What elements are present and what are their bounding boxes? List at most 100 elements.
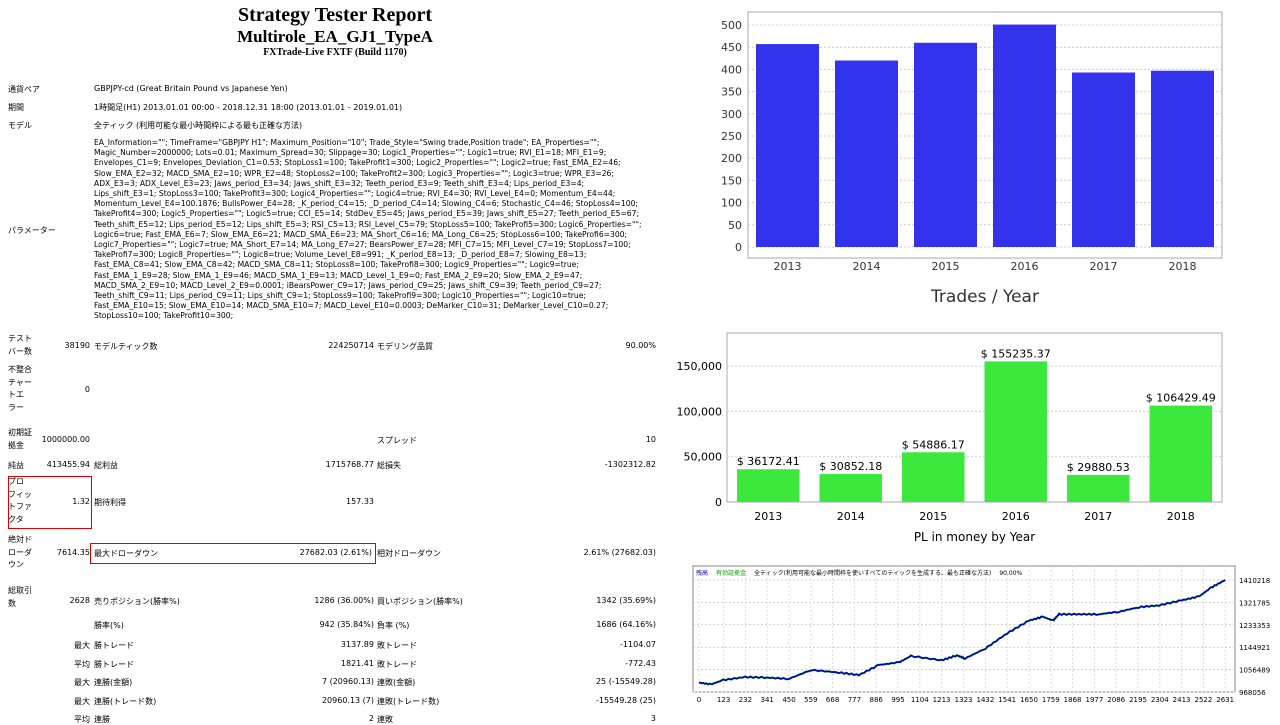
bar bbox=[756, 44, 819, 248]
deposit: 1000000.00 bbox=[41, 435, 90, 444]
bar bbox=[1151, 70, 1214, 248]
y-tick-label: 250 bbox=[721, 130, 742, 143]
x-tick-label: 2631 bbox=[1216, 696, 1234, 704]
x-tick-label: 1541 bbox=[998, 696, 1016, 704]
param-line: TakeProfi7=300; Logic8_Properties=""; Lo… bbox=[94, 250, 587, 260]
y-tick-label: 1144921 bbox=[1239, 644, 1270, 652]
row-label-b: 連敗(金額) bbox=[377, 678, 416, 687]
row-label-a: 勝トレード bbox=[94, 641, 134, 650]
plot-frame bbox=[692, 565, 1236, 693]
max-drawdown-highlight bbox=[90, 543, 376, 564]
data-label: $ 29880.53 bbox=[1067, 461, 1130, 474]
gross-profit: 1715768.77 bbox=[325, 460, 374, 469]
max-dd: 27682.03 (2.61%) bbox=[299, 548, 372, 557]
plot-frame bbox=[747, 11, 1223, 259]
model-value: 全ティック (利用可能な最小時間枠による最も正確な方法) bbox=[94, 121, 303, 130]
bar bbox=[1072, 72, 1135, 248]
x-tick-label: 123 bbox=[717, 696, 730, 704]
y-tick-label: 50 bbox=[728, 219, 742, 232]
x-tick-label: 2014 bbox=[853, 260, 881, 273]
x-tick-label: 2017 bbox=[1084, 510, 1112, 523]
y-tick-label: 450 bbox=[721, 41, 742, 54]
legend-3: 90.00% bbox=[999, 570, 1022, 577]
bar bbox=[993, 24, 1056, 247]
long: 1342 (35.69%) bbox=[596, 596, 656, 605]
row-value-b: 3 bbox=[650, 714, 656, 723]
param-line: MACD_SMA_2_E9=10; MACD_Level_2_E9=0.0001… bbox=[94, 280, 602, 290]
x-tick-label: 1323 bbox=[955, 696, 973, 704]
net-label: 純益 bbox=[8, 461, 24, 470]
param-line: Lips_shift_E3=1; StopLoss3=100; TakeProf… bbox=[94, 189, 616, 199]
rel-dd-label: 相対ドローダウン bbox=[377, 549, 441, 558]
pf: 1.32 bbox=[72, 497, 90, 506]
param-line: Teeth_shift_E5=12; Lips_period_E5=12; Li… bbox=[94, 219, 642, 229]
param-line: Magic_Number=2000000; Lots=0.01; Maximum… bbox=[94, 148, 607, 158]
x-tick-label: 2086 bbox=[1107, 696, 1125, 704]
x-tick-label: 2016 bbox=[1002, 510, 1030, 523]
bars: 38190 bbox=[64, 341, 90, 350]
loss: 1686 (64.16%) bbox=[596, 620, 656, 629]
data-label: $ 54886.17 bbox=[902, 438, 965, 451]
legend-0: 残高 bbox=[696, 569, 708, 577]
row-label-b: 敗トレード bbox=[377, 641, 417, 650]
param-line: Envelopes_C1=9; Envelopes_Deviation_C1=0… bbox=[94, 158, 621, 168]
row-label-a: 連勝(金額) bbox=[94, 678, 133, 687]
y-tick-label: 300 bbox=[721, 108, 742, 121]
x-tick-label: 1650 bbox=[1020, 696, 1038, 704]
symbol-label: 通貨ペア bbox=[8, 85, 40, 94]
win-label: 勝率(%) bbox=[94, 621, 124, 630]
mismatch: 0 bbox=[84, 385, 90, 394]
row-value-a: 7 (20960.13) bbox=[321, 677, 374, 686]
bar bbox=[902, 452, 965, 502]
row-label-b: 連敗(トレード数) bbox=[377, 696, 440, 706]
param-line: Logic7_Properties=""; Logic7=true; MA_Sh… bbox=[94, 240, 631, 250]
y-tick-label: 1233353 bbox=[1239, 622, 1270, 630]
x-tick-label: 232 bbox=[739, 696, 752, 704]
row-prefix: 平均 bbox=[74, 659, 90, 669]
x-tick-label: 886 bbox=[870, 696, 884, 704]
gross-loss-label: 総損失 bbox=[377, 461, 401, 470]
short: 1286 (36.00%) bbox=[314, 596, 374, 605]
x-tick-label: 341 bbox=[761, 696, 774, 704]
bar bbox=[914, 42, 977, 248]
data-label: $ 30852.18 bbox=[819, 460, 882, 473]
y-tick-label: 350 bbox=[721, 86, 742, 99]
balance-chart: 968056 1056489 1144921 1233353 1321785 141021… bbox=[692, 565, 1270, 704]
x-tick-label: 2018 bbox=[1167, 510, 1195, 523]
param-line: Fast_EMA_C8=41; Slow_EMA_C8=42; MACD_SMA… bbox=[94, 260, 579, 270]
x-tick-label: 2016 bbox=[1011, 260, 1039, 273]
x-tick-label: 1759 bbox=[1042, 696, 1060, 704]
quality-label: モデリング品質 bbox=[377, 342, 433, 351]
spread-label: スプレッド bbox=[377, 436, 417, 445]
ticks-label: モデルティック数 bbox=[94, 342, 158, 351]
param-line: EA_Information=""; TimeFrame="GBPJPY H1"… bbox=[94, 138, 600, 147]
net: 413455.94 bbox=[46, 460, 90, 469]
param-line: StopLoss10=100; TakeProfit10=300; bbox=[94, 311, 234, 321]
mismatch-label: 不整合 チャー トエ ラー bbox=[8, 365, 32, 412]
row-value-a: 20960.13 (7) bbox=[321, 695, 374, 705]
profit-factor-highlight bbox=[8, 476, 92, 529]
chart-title: Trades / Year bbox=[930, 287, 1039, 307]
x-tick-label: 2018 bbox=[1169, 260, 1197, 273]
deposit-label: 初期証 拠金 bbox=[8, 428, 32, 450]
x-tick-label: 1977 bbox=[1085, 696, 1103, 704]
short-label: 売りポジション(勝率%) bbox=[94, 597, 180, 606]
model-label: モデル bbox=[8, 121, 32, 130]
x-tick-label: 2195 bbox=[1129, 696, 1147, 704]
bar bbox=[819, 474, 882, 502]
rel-dd: 2.61% (27682.03) bbox=[583, 548, 656, 557]
balance-line bbox=[698, 579, 1226, 686]
x-tick-label: 2015 bbox=[919, 510, 947, 523]
long-label: 買いポジション(勝率%) bbox=[377, 597, 463, 606]
row-value-b: -772.43 bbox=[625, 658, 656, 668]
x-tick-label: 559 bbox=[804, 696, 817, 704]
expected: 157.33 bbox=[346, 497, 374, 506]
abs-dd-label: 絶対ド ローダ ウン bbox=[8, 535, 32, 569]
row-value-a: 2 bbox=[368, 714, 374, 723]
row-value-a: 3137.89 bbox=[340, 640, 374, 649]
row-value-b: -1104.07 bbox=[620, 640, 656, 649]
ea-name: Multirole_EA_GJ1_TypeA bbox=[237, 27, 433, 46]
y-tick-label: 968056 bbox=[1239, 689, 1266, 697]
bar bbox=[835, 60, 898, 247]
y-tick-label: 150 bbox=[721, 174, 742, 187]
